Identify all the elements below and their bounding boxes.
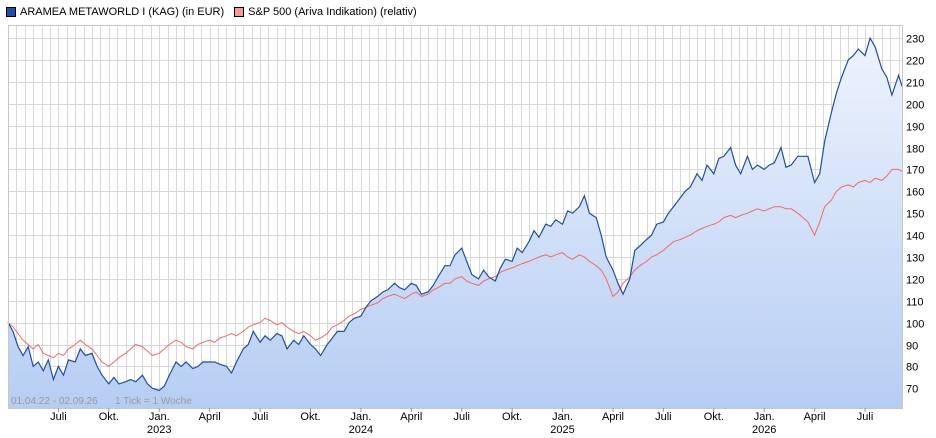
x-tick-label: Okt. [502,411,522,423]
series-line-primary [7,36,903,392]
series-line-benchmark [7,168,903,368]
y-tick-label: 220 [906,56,924,68]
y-tick-label: 170 [906,165,924,177]
x-tick-label: Okt. [300,411,320,423]
chart-legend: ARAMEA METAWORLD I (KAG) (in EUR) S&P 50… [6,5,417,19]
x-tick-label: April [602,411,624,423]
x-year-label: 2023 [147,424,171,436]
y-tick-label: 140 [906,231,924,243]
x-tick-label: Juli [857,411,874,423]
x-tick-label: Juli [655,411,672,423]
legend-item-primary: ARAMEA METAWORLD I (KAG) (in EUR) [6,6,224,18]
y-tick-label: 150 [906,209,924,221]
y-tick-label: 130 [906,253,924,265]
y-tick-label: 200 [906,100,924,112]
y-tick-label: 190 [906,122,924,134]
y-tick-label: 120 [906,275,924,287]
x-tick-label: Jan. [754,411,775,423]
x-tick-label: Okt. [704,411,724,423]
y-tick-label: 160 [906,187,924,199]
legend-swatch-primary [6,7,16,17]
footnote-tick-info: 1 Tick = 1 Woche [115,396,192,407]
x-year-label: 2025 [550,424,574,436]
legend-swatch-benchmark [234,7,245,17]
y-tick-label: 110 [906,297,924,309]
x-tick-label: Jan. [149,411,170,423]
x-tick-label: Juli [252,411,269,423]
y-tick-label: 80 [906,362,918,374]
x-tick-label: Juli [50,411,67,423]
plot-border [8,25,903,409]
area-fill-primary [8,38,902,408]
y-tick-label: 180 [906,144,924,156]
x-tick-label: April [199,411,221,423]
y-tick-label: 100 [906,319,924,331]
x-tick-label: April [400,411,422,423]
x-tick-label: April [804,411,826,423]
legend-label-primary: ARAMEA METAWORLD I (KAG) (in EUR) [20,6,225,18]
y-tick-label: 230 [906,34,924,46]
x-year-label: 2026 [752,424,776,436]
x-tick-label: Juli [453,411,470,423]
footnote-date-range: 01.04.22 - 02.09.26 [11,396,98,407]
legend-item-benchmark: S&P 500 (Ariva Indikation) (relativ) [234,6,417,18]
y-tick-label: 70 [906,384,918,396]
x-tick-label: Jan. [350,411,371,423]
legend-label-benchmark: S&P 500 (Ariva Indikation) (relativ) [248,6,417,18]
y-tick-label: 210 [906,78,924,90]
axes: 70 80 90 100 110 120 130 140 150 160 170 180 190 200 2… [8,25,924,436]
y-tick-label: 90 [906,341,918,353]
x-tick-label: Jan. [552,411,573,423]
x-year-label: 2024 [349,424,373,436]
x-tick-label: Okt. [99,411,119,423]
